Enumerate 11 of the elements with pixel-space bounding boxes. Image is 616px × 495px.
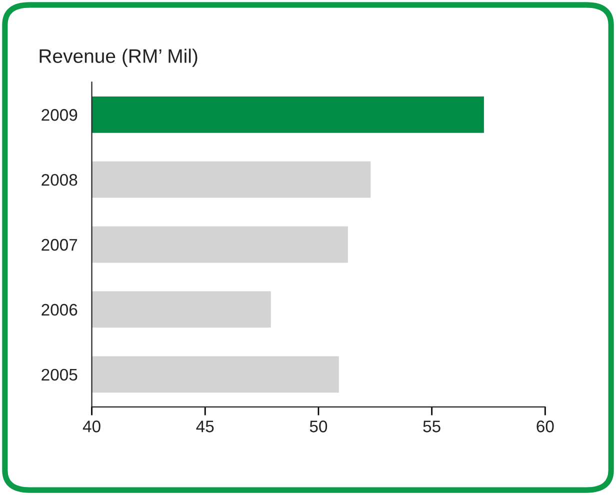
- x-tick-label: 60: [536, 420, 554, 432]
- x-tick-label: 50: [310, 420, 328, 432]
- y-tick-label: 2005: [42, 368, 78, 381]
- x-tick-label: 40: [82, 420, 100, 432]
- y-tick-label: 2007: [42, 238, 78, 251]
- x-tick-label: 45: [196, 420, 214, 432]
- y-tick-label: 2008: [42, 174, 78, 186]
- y-tick-label: 2009: [42, 109, 78, 121]
- x-tick-label: 55: [423, 420, 440, 432]
- y-tick-label: 2006: [42, 304, 78, 316]
- chart-title: Revenue (RM’ Mil): [40, 48, 198, 67]
